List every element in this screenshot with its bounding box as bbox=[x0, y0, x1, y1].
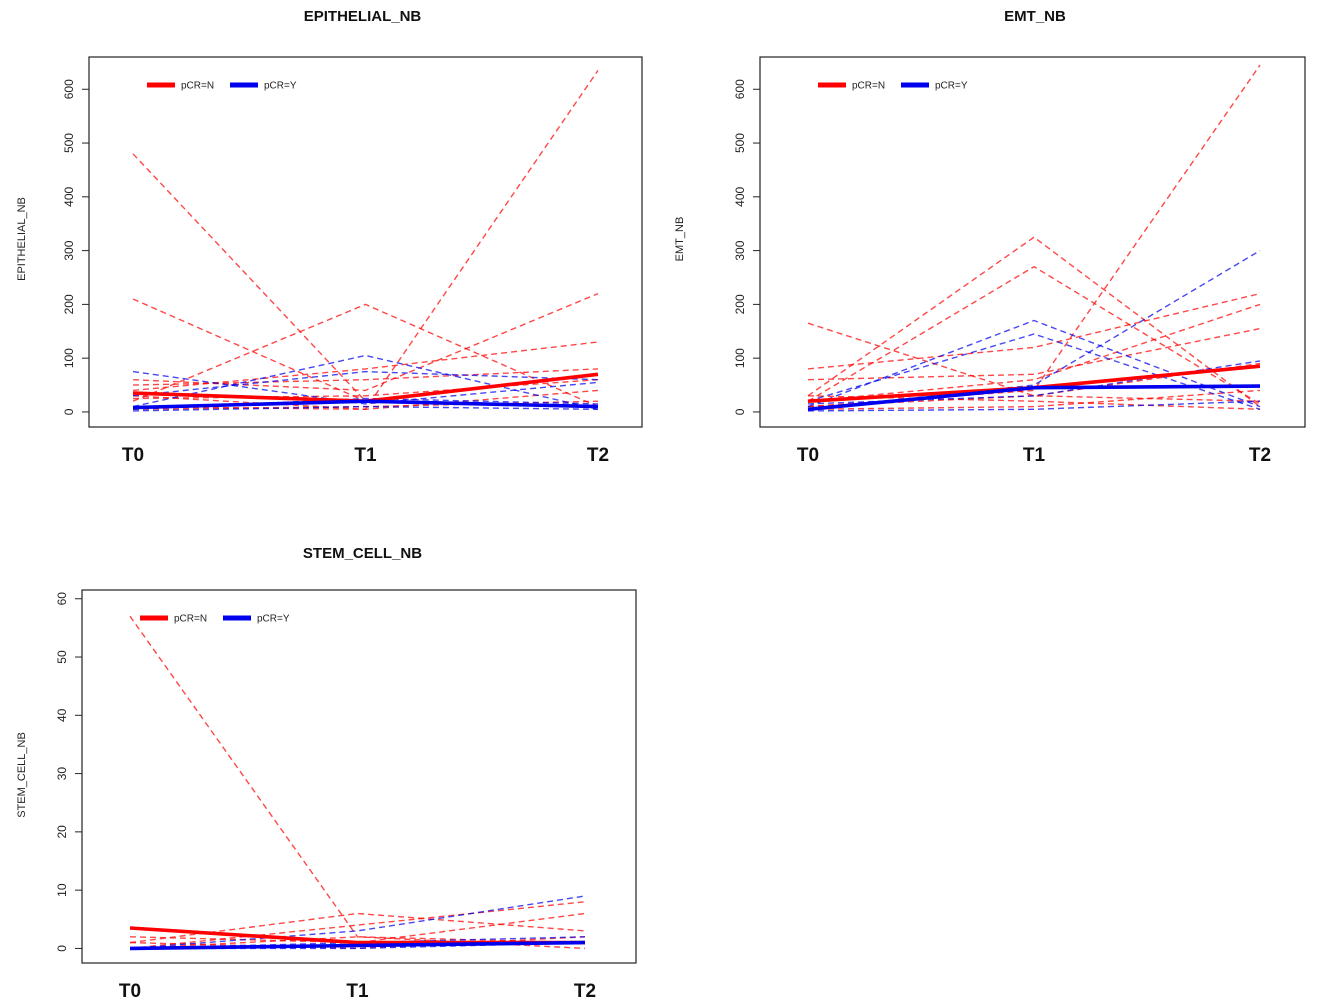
y-tick-label: 0 bbox=[733, 408, 747, 415]
y-tick-label: 10 bbox=[55, 883, 69, 897]
mean-series-line bbox=[132, 372, 599, 404]
y-tick-label: 200 bbox=[733, 294, 747, 314]
plot-frame bbox=[759, 56, 1306, 428]
y-tick-label: 0 bbox=[55, 945, 69, 952]
individual-series-line bbox=[807, 303, 1261, 402]
x-tick-label: T1 bbox=[346, 981, 369, 1002]
y-tick-label: 100 bbox=[733, 348, 747, 368]
y-tick-label: 300 bbox=[62, 240, 76, 260]
individual-series-line bbox=[132, 370, 599, 405]
legend-label-n: pCR=N bbox=[181, 81, 214, 92]
chart-title: STEM_CELL_NB bbox=[302, 545, 423, 562]
individual-series-line bbox=[129, 936, 586, 950]
y-axis-label: STEM_CELL_NB bbox=[16, 732, 28, 818]
chart-svg: 0 100 200 300 400 500 600 T0 T1 T2 pCR=N pCR=Y bbox=[62, 56, 643, 466]
individual-series-line bbox=[132, 379, 599, 400]
individual-series-line bbox=[132, 397, 599, 410]
y-axis-label: EMT_NB bbox=[674, 216, 686, 262]
chart-panel-emt: EMT_NB EMT_NB 0 100 200 300 400 500 600 T0 T1 T2 p… bbox=[660, 0, 1321, 480]
individual-series-line bbox=[807, 389, 1261, 410]
y-tick-label: 300 bbox=[733, 240, 747, 260]
y-tick-label: 500 bbox=[733, 133, 747, 153]
plot-frame bbox=[88, 56, 643, 428]
x-tick-label: T0 bbox=[122, 445, 144, 466]
y-tick-label: 600 bbox=[62, 79, 76, 99]
individual-series-line bbox=[132, 368, 599, 386]
individual-series-line bbox=[132, 70, 599, 411]
individual-series-line bbox=[807, 319, 1261, 408]
individual-series-line bbox=[132, 292, 599, 392]
chart-title: EPITHELIAL_NB bbox=[303, 8, 422, 25]
individual-series-line bbox=[129, 912, 586, 944]
x-tick-label: T2 bbox=[1249, 445, 1271, 466]
x-tick-label: T1 bbox=[1023, 445, 1046, 466]
mean-series-line bbox=[129, 940, 586, 951]
y-tick-label: 30 bbox=[55, 767, 69, 781]
individual-series-line bbox=[807, 292, 1261, 370]
individual-series-line bbox=[129, 912, 586, 944]
individual-series-line bbox=[132, 303, 599, 408]
individual-series-line bbox=[132, 341, 599, 392]
y-tick-label: 400 bbox=[62, 186, 76, 206]
y-tick-label: 400 bbox=[733, 186, 747, 206]
mean-series-line bbox=[132, 399, 599, 410]
mean-series-line bbox=[129, 926, 585, 945]
y-axis-label: EPITHELIAL_NB bbox=[16, 197, 28, 281]
individual-series-line bbox=[807, 400, 1261, 412]
y-tick-label: 20 bbox=[55, 825, 69, 839]
individual-series-line bbox=[807, 265, 1261, 405]
plot-frame bbox=[81, 589, 637, 964]
chart-svg: 0 10 20 30 40 50 60 T0 T1 T2 pCR=N pCR=Y bbox=[55, 589, 637, 1002]
individual-series-line bbox=[132, 405, 599, 412]
y-tick-label: 50 bbox=[55, 650, 69, 664]
individual-series-line bbox=[129, 895, 586, 950]
individual-series-line bbox=[129, 901, 586, 950]
x-tick-label: T0 bbox=[797, 445, 819, 466]
individual-series-line bbox=[807, 333, 1261, 410]
individual-series-line bbox=[807, 236, 1261, 408]
y-tick-label: 40 bbox=[55, 708, 69, 722]
x-tick-label: T0 bbox=[119, 981, 141, 1002]
x-tick-label: T2 bbox=[574, 981, 596, 1002]
x-tick-label: T1 bbox=[354, 445, 377, 466]
legend-label-n: pCR=N bbox=[174, 614, 207, 625]
y-tick-label: 600 bbox=[733, 79, 747, 99]
legend-label-n: pCR=N bbox=[852, 81, 885, 92]
chart-panel-stem-cell: STEM_CELL_NB STEM_CELL_NB 0 10 20 30 40 50 60 T… bbox=[0, 535, 660, 1008]
individual-series-line bbox=[132, 389, 599, 411]
chart-svg: 0 100 200 300 400 500 600 T0 T1 T2 pCR=N pCR=Y bbox=[733, 56, 1306, 466]
y-tick-label: 0 bbox=[62, 408, 76, 415]
individual-series-line bbox=[132, 370, 599, 397]
individual-series-line bbox=[129, 615, 586, 950]
legend-label-y: pCR=Y bbox=[935, 81, 968, 92]
y-tick-label: 200 bbox=[62, 294, 76, 314]
chart-title: EMT_NB bbox=[1004, 8, 1066, 25]
legend-label-y: pCR=Y bbox=[257, 614, 290, 625]
y-tick-label: 100 bbox=[62, 348, 76, 368]
y-tick-label: 500 bbox=[62, 133, 76, 153]
legend-label-y: pCR=Y bbox=[264, 81, 297, 92]
x-tick-label: T2 bbox=[587, 445, 609, 466]
y-tick-label: 60 bbox=[55, 592, 69, 606]
chart-panel-epithelial: EPITHELIAL_NB EPITHELIAL_NB 0 100 200 300 40… bbox=[0, 0, 660, 480]
mean-series-line bbox=[807, 384, 1261, 412]
